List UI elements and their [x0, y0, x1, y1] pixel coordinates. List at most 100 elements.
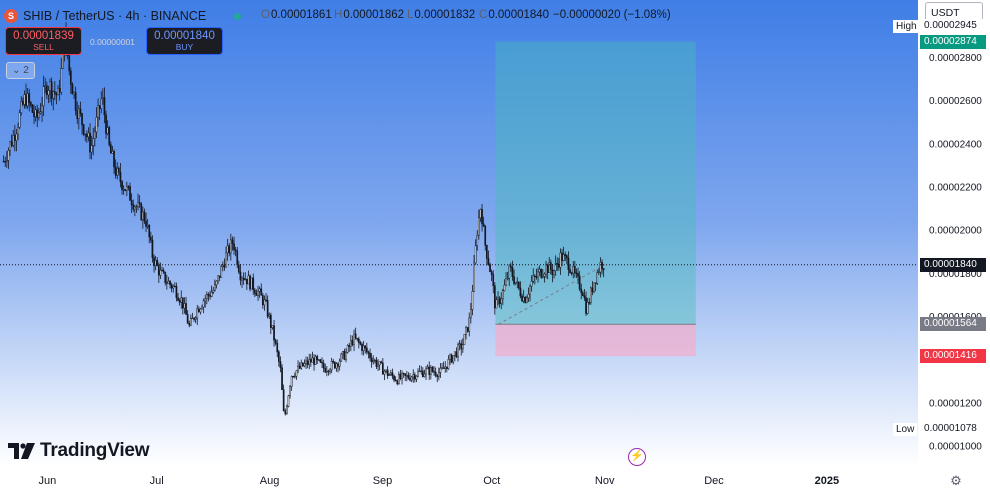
- candle: [258, 286, 261, 299]
- candle: [113, 149, 115, 174]
- long-position-tool[interactable]: [495, 41, 696, 357]
- candle-body: [588, 302, 591, 304]
- sell-button[interactable]: 0.00001839 SELL: [5, 27, 82, 55]
- time-axis-bg[interactable]: [0, 466, 990, 492]
- candle-body: [253, 289, 256, 294]
- candle: [404, 373, 407, 382]
- candle-body: [39, 111, 42, 114]
- candle-body: [329, 369, 331, 373]
- candle: [522, 289, 525, 304]
- candle: [551, 263, 554, 283]
- candle-body: [265, 299, 267, 301]
- candle: [562, 246, 565, 262]
- candle: [533, 274, 536, 285]
- candle-body: [420, 370, 423, 372]
- candle-body: [601, 262, 603, 269]
- candle: [578, 271, 581, 292]
- candle: [108, 125, 111, 147]
- candle-body: [167, 281, 170, 284]
- candle: [329, 368, 331, 375]
- candle: [162, 267, 165, 275]
- candle-body: [444, 366, 447, 369]
- candle-body: [229, 239, 232, 254]
- candle: [370, 352, 373, 368]
- candle-body: [180, 297, 183, 303]
- candle: [290, 375, 293, 391]
- candle-body: [121, 181, 123, 190]
- candle: [541, 268, 544, 279]
- candle: [421, 367, 424, 378]
- symbol-title[interactable]: SHIB / TetherUS · 4h · BINANCE: [23, 9, 207, 23]
- tradingview-logo-icon: [8, 443, 35, 459]
- spread-value: 0.00000001: [90, 37, 135, 47]
- candle-body: [524, 297, 527, 303]
- candle: [585, 291, 587, 316]
- gear-icon[interactable]: ⚙: [950, 473, 962, 488]
- candle: [76, 101, 79, 124]
- price-axis-bg[interactable]: [918, 0, 990, 466]
- candle-body: [161, 269, 163, 272]
- candle: [442, 361, 445, 369]
- candle-body: [186, 314, 189, 324]
- candle: [223, 258, 226, 271]
- candle-body: [581, 292, 584, 296]
- candle-body: [300, 362, 303, 369]
- chart-plot-area[interactable]: [0, 0, 918, 466]
- candle: [170, 282, 173, 293]
- candle-body: [421, 370, 424, 377]
- candle-body: [385, 369, 387, 372]
- candle: [293, 372, 296, 379]
- candle-body: [508, 265, 511, 279]
- candle-body: [225, 252, 227, 268]
- candle-body: [282, 389, 285, 412]
- candle: [516, 277, 519, 289]
- candle: [175, 282, 178, 302]
- candle-body: [522, 297, 525, 302]
- candle-body: [593, 282, 595, 292]
- candle-body: [428, 366, 431, 375]
- candle: [425, 365, 427, 380]
- candle: [311, 351, 314, 363]
- candle-body: [106, 127, 109, 134]
- candle: [525, 295, 528, 304]
- candle: [44, 77, 47, 94]
- currency-selector[interactable]: USDT: [925, 2, 983, 25]
- candle-body: [589, 287, 592, 303]
- candle: [273, 319, 275, 347]
- buy-button[interactable]: 0.00001840 BUY: [146, 27, 223, 55]
- indicators-count: 2: [23, 65, 29, 76]
- candle-body: [341, 351, 344, 355]
- candle: [431, 365, 434, 373]
- candle-body: [447, 358, 450, 369]
- candle-body: [37, 112, 40, 118]
- candle-body: [57, 88, 59, 96]
- lightning-icon[interactable]: ⚡: [628, 448, 646, 466]
- candle-body: [562, 254, 565, 261]
- candle-body: [441, 367, 443, 369]
- candle: [599, 257, 602, 278]
- candle-body: [276, 342, 279, 353]
- candle: [348, 342, 351, 352]
- candle-body: [348, 345, 351, 347]
- candle-body: [465, 327, 467, 335]
- candle: [300, 359, 303, 370]
- candle: [133, 204, 136, 217]
- candle: [34, 106, 37, 122]
- candle-body: [396, 380, 399, 385]
- candle: [573, 260, 576, 278]
- candle-body: [458, 343, 461, 346]
- candle-body: [157, 265, 160, 276]
- candle-body: [149, 236, 152, 241]
- candle: [412, 369, 415, 383]
- candle-body: [551, 269, 554, 275]
- candle: [485, 244, 488, 266]
- candle-body: [514, 282, 517, 284]
- candle-body: [473, 262, 475, 292]
- candle: [405, 371, 408, 382]
- candle-body: [170, 284, 173, 289]
- candle: [469, 302, 472, 324]
- indicators-toggle-button[interactable]: ⌄ 2: [6, 62, 35, 79]
- ohlc-close: C0.00001840: [479, 9, 550, 21]
- candle: [362, 340, 365, 356]
